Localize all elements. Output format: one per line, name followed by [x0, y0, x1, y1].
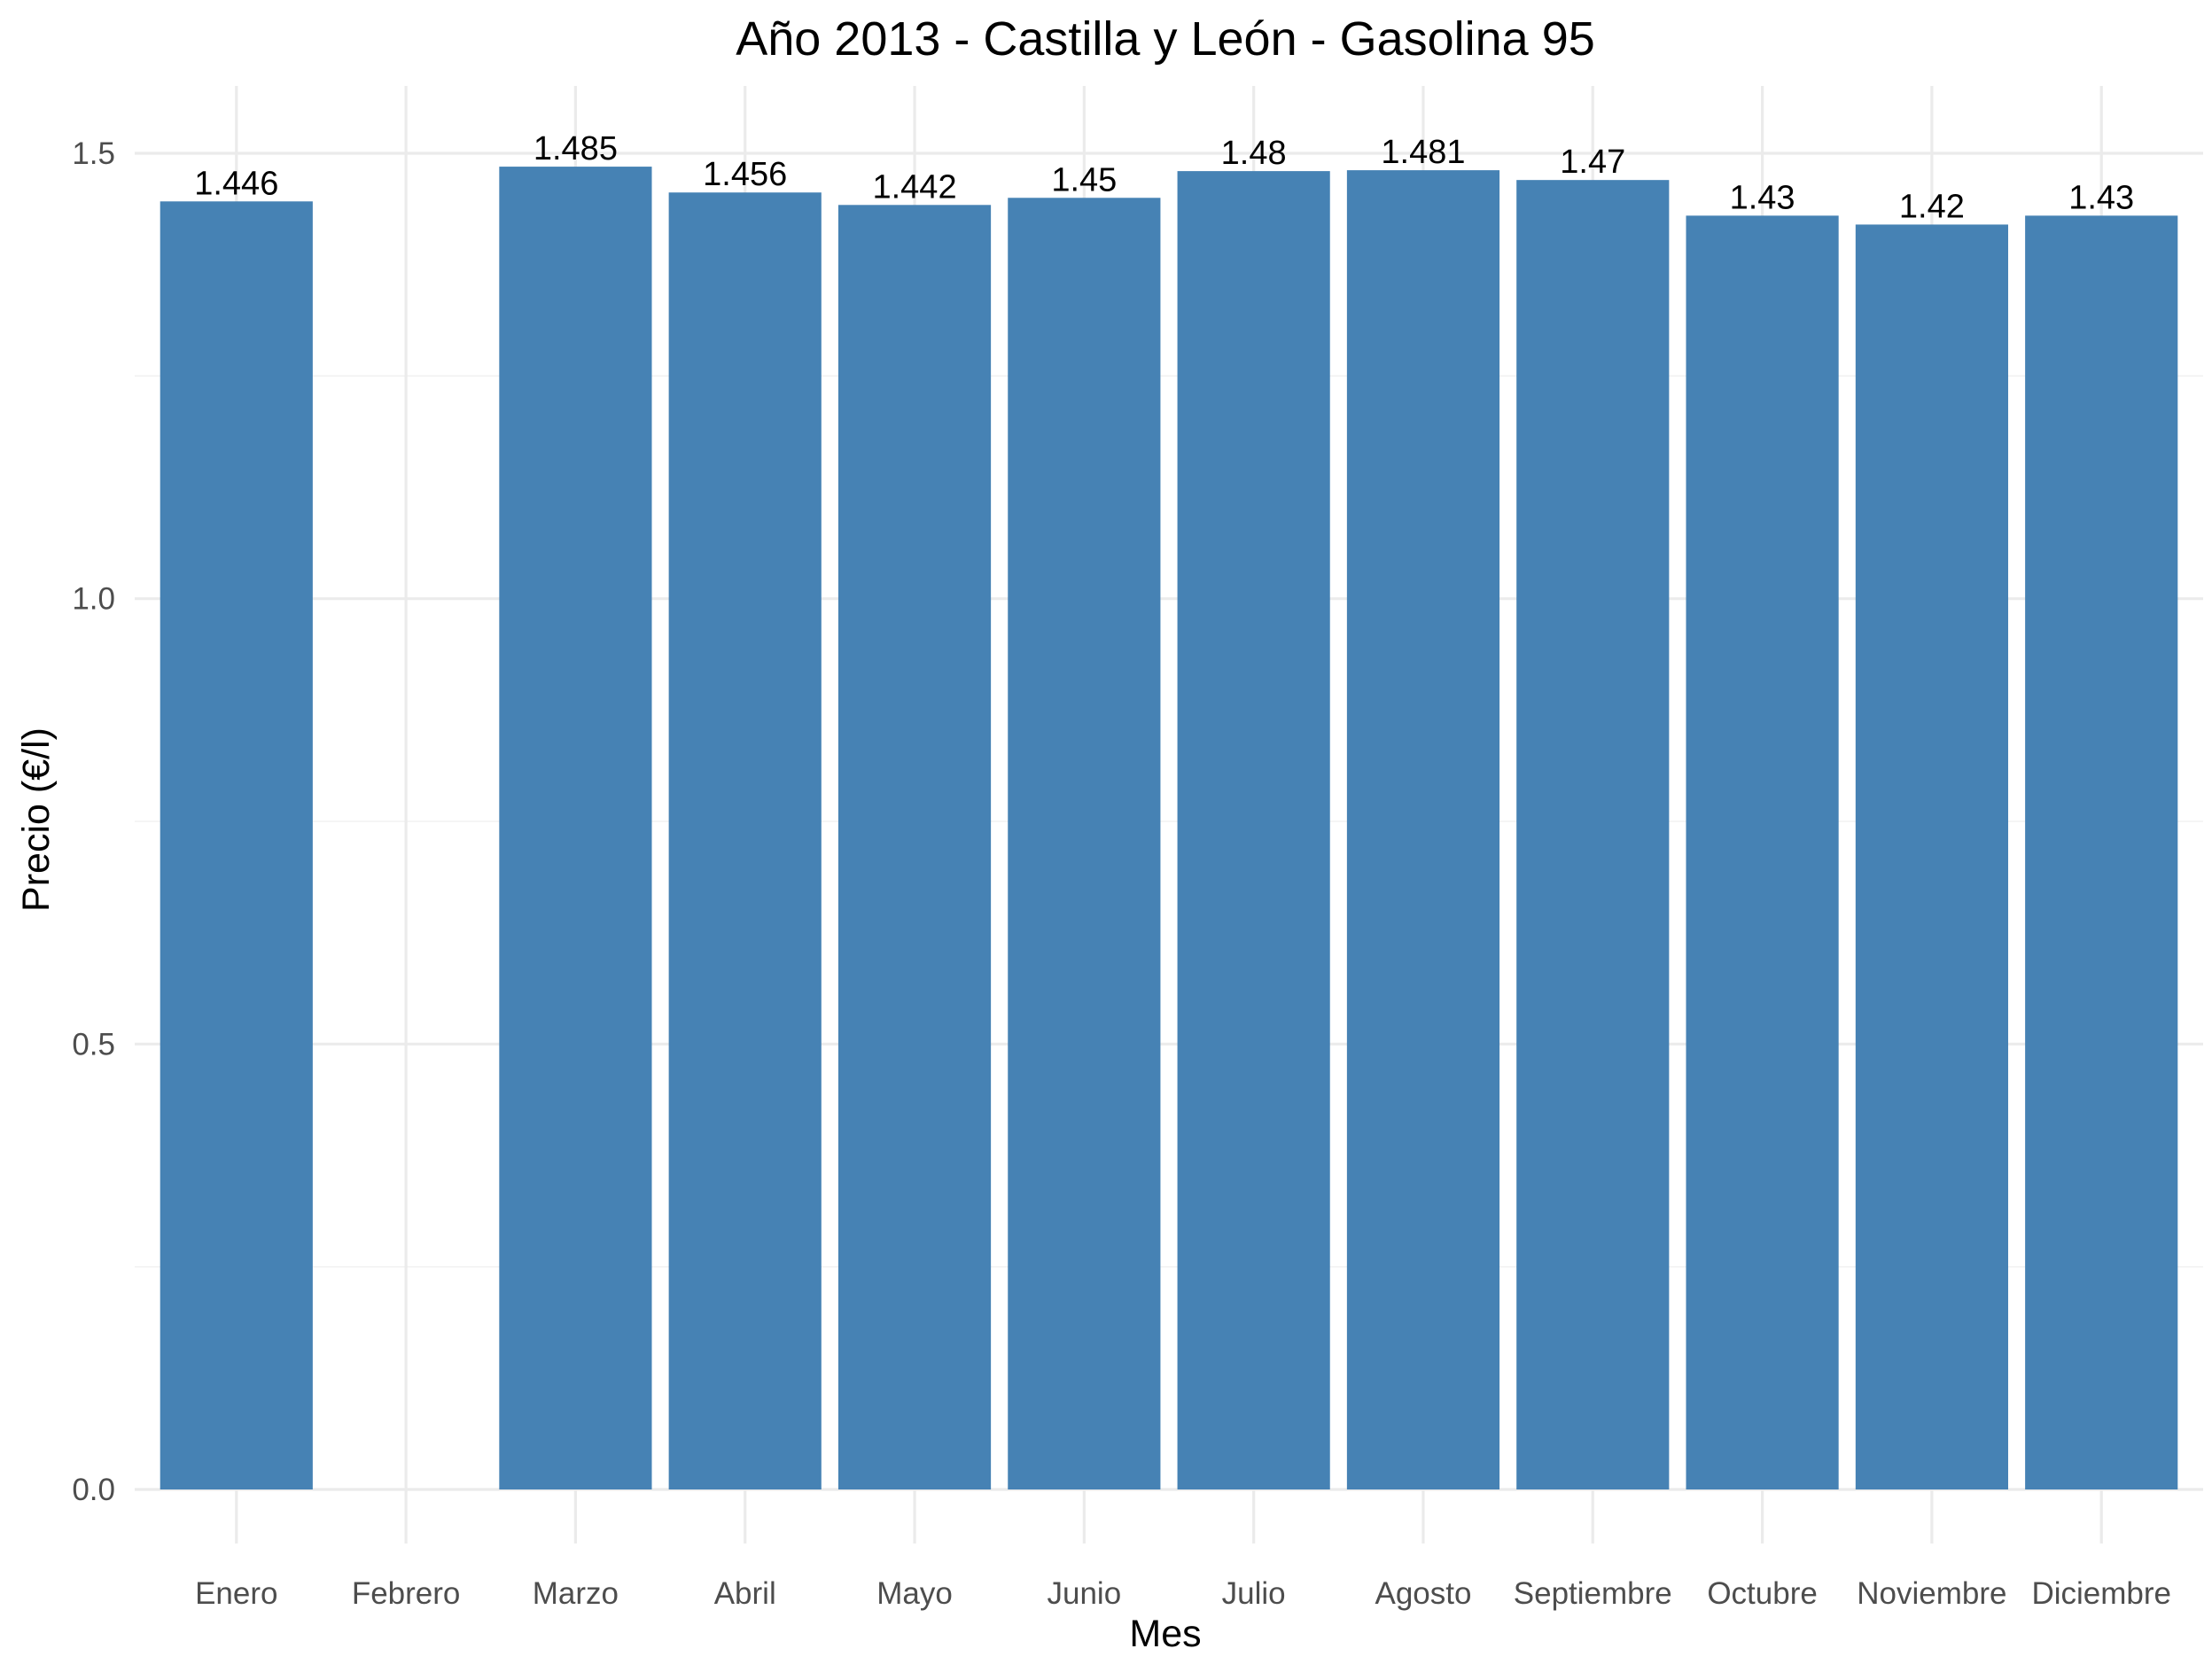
- data-label-septiembre: 1.47: [1560, 144, 1625, 181]
- x-tick-label: Agosto: [1375, 1576, 1471, 1611]
- data-label-noviembre: 1.42: [1899, 188, 1965, 225]
- data-label-enero: 1.446: [194, 165, 278, 202]
- x-tick-label: Junio: [1048, 1576, 1122, 1611]
- y-tick-label: 0.5: [72, 1027, 115, 1062]
- y-axis-title: Precio (€/l): [15, 727, 58, 912]
- x-tick-label: Enero: [195, 1576, 277, 1611]
- data-label-agosto: 1.481: [1381, 134, 1465, 171]
- data-label-junio: 1.45: [1051, 161, 1117, 198]
- data-labels: 1.446 1.485 1.456 1.442 1.45 1.48 1.481 1.47 1.4…: [194, 130, 2134, 225]
- x-tick-label: Febrero: [352, 1576, 461, 1611]
- bar-octubre: [1686, 215, 1839, 1490]
- x-tick-label: Noviembre: [1857, 1576, 2006, 1611]
- x-axis-title: Mes: [1129, 1613, 1201, 1655]
- bar-mayo: [837, 205, 992, 1489]
- data-label-julio: 1.48: [1221, 135, 1287, 172]
- data-label-octubre: 1.43: [1730, 179, 1795, 216]
- bar-junio: [1008, 198, 1161, 1490]
- x-axis: Enero Febrero Marzo Abril Mayo Junio Julio Agos…: [195, 1576, 2171, 1611]
- y-tick-label: 0.0: [72, 1473, 115, 1507]
- data-label-mayo: 1.442: [872, 168, 956, 206]
- x-tick-label: Diciembre: [2031, 1576, 2171, 1611]
- bar-marzo: [499, 167, 652, 1490]
- x-tick-label: Julio: [1222, 1576, 1286, 1611]
- x-tick-label: Mayo: [876, 1576, 953, 1611]
- bar-abril: [668, 192, 822, 1490]
- data-label-diciembre: 1.43: [2068, 179, 2134, 216]
- y-tick-label: 1.0: [72, 582, 115, 617]
- bar-enero: [160, 201, 313, 1490]
- bar-noviembre: [1855, 224, 2008, 1490]
- y-axis: 0.0 0.5 1.0 1.5: [72, 136, 115, 1507]
- y-tick-label: 1.5: [72, 136, 115, 171]
- x-tick-label: Septiembre: [1514, 1576, 1672, 1611]
- bars: [160, 167, 2178, 1490]
- bar-septiembre: [1516, 180, 1670, 1489]
- x-tick-label: Octubre: [1707, 1576, 1818, 1611]
- bar-agosto: [1346, 170, 1500, 1490]
- data-label-abril: 1.456: [703, 156, 787, 193]
- data-label-marzo: 1.485: [534, 130, 618, 167]
- x-tick-label: Abril: [714, 1576, 776, 1611]
- bar-julio: [1177, 171, 1330, 1489]
- x-tick-label: Marzo: [533, 1576, 619, 1611]
- bar-diciembre: [2025, 215, 2178, 1490]
- chart-title: Año 2013 - Castilla y León - Gasolina 95: [736, 12, 1595, 66]
